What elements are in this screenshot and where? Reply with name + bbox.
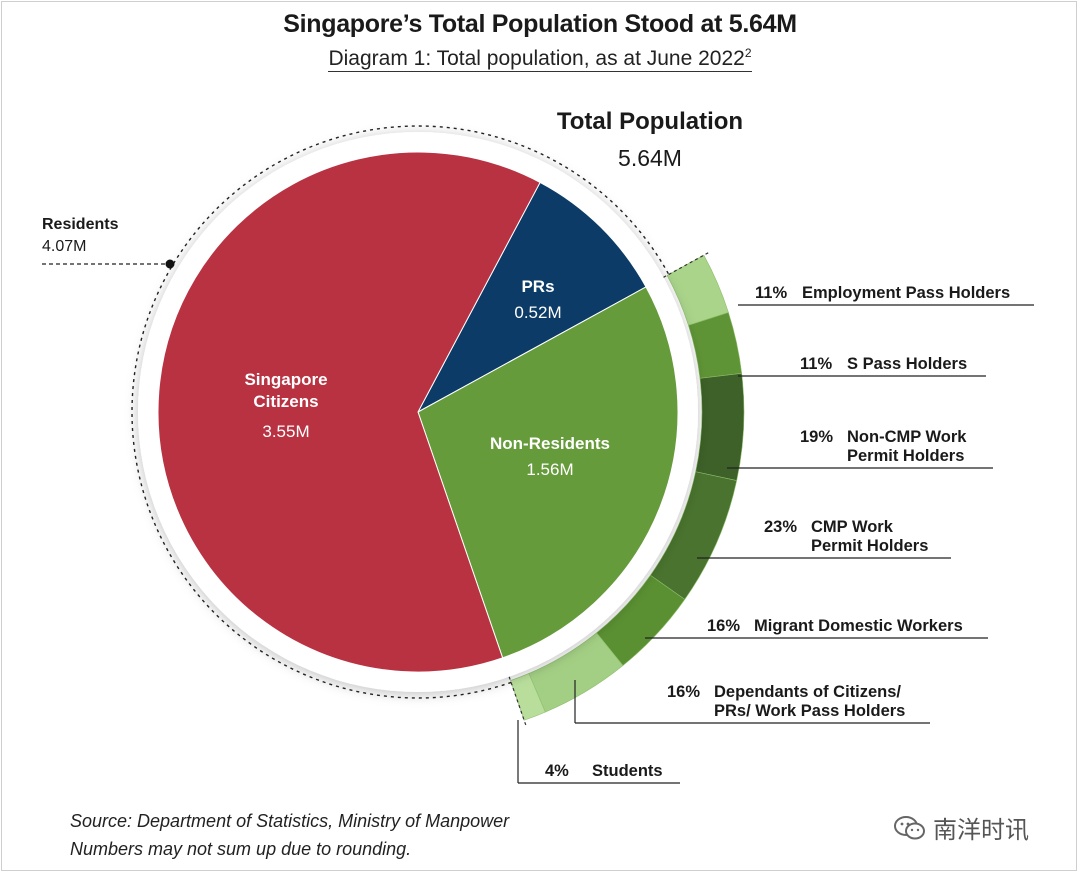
breakdown-pct-students: 4%	[545, 762, 569, 780]
ring-segment-non-cmp-work-permit-holders	[695, 373, 745, 481]
slice-label-non-residents: Non-Residents	[490, 434, 610, 453]
breakdown-label-non-cmp-work-permit-holders-2: Permit Holders	[847, 447, 964, 465]
residents-value: 4.07M	[42, 238, 87, 255]
slice-label-prs: PRs	[521, 277, 554, 296]
ring-boundary-2	[508, 676, 527, 727]
breakdown-pct-employment-pass-holders: 11%	[755, 284, 787, 302]
breakdown-label-migrant-domestic-workers: Migrant Domestic Workers	[754, 617, 963, 635]
rounding-note: Numbers may not sum up due to rounding.	[70, 839, 412, 859]
breakdown-label-dependants-of-citizens-prs-work-pass-holders-1: Dependants of Citizens/	[714, 683, 901, 701]
slice-value-singapore-citizens: 3.55M	[262, 422, 309, 441]
ring-boundary-1	[663, 251, 710, 278]
source-note: Source: Department of Statistics, Minist…	[70, 807, 509, 863]
breakdown-label-students: Students	[592, 762, 663, 780]
watermark-text: 南洋时讯	[933, 817, 1029, 844]
slice-value-non-residents: 1.56M	[526, 460, 573, 479]
slice-label-singapore-citizens-2: Citizens	[253, 392, 318, 411]
footnote-marker: 2	[744, 46, 752, 60]
breakdown-pct-migrant-domestic-workers: 16%	[707, 617, 740, 635]
chart-subtitle: Diagram 1: Total population, as at June …	[328, 46, 752, 72]
breakdown-pct-cmp-work-permit-holders: 23%	[764, 518, 797, 536]
breakdown-pct-s-pass-holders: 11%	[800, 355, 832, 373]
watermark: 南洋时讯	[893, 810, 1029, 845]
residents-label: Residents	[42, 216, 119, 233]
source-text: Source: Department of Statistics, Minist…	[70, 811, 510, 831]
residents-marker	[165, 259, 175, 269]
breakdown-pct-dependants-of-citizens-prs-work-pass-holders: 16%	[667, 683, 700, 701]
total-population-value: 5.64M	[618, 145, 682, 171]
breakdown-label-s-pass-holders: S Pass Holders	[847, 355, 967, 373]
breakdown-pct-non-cmp-work-permit-holders: 19%	[800, 428, 833, 446]
wechat-icon	[894, 815, 925, 839]
breakdown-label-dependants-of-citizens-prs-work-pass-holders-2: PRs/ Work Pass Holders	[714, 702, 905, 720]
breakdown-label-non-cmp-work-permit-holders-1: Non-CMP Work	[847, 428, 967, 446]
breakdown-label-employment-pass-holders: Employment Pass Holders	[802, 284, 1010, 302]
pie-slice-non-residents	[417, 286, 679, 659]
slice-label-singapore-citizens-1: Singapore	[244, 370, 327, 389]
total-population-label: Total Population	[556, 108, 744, 135]
ring-segment-students	[510, 673, 546, 721]
breakdown-label-cmp-work-permit-holders-2: Permit Holders	[811, 537, 928, 555]
breakdown-label-cmp-work-permit-holders-1: CMP Work	[811, 518, 894, 536]
pie-slice-prs	[416, 181, 647, 414]
slice-value-prs: 0.52M	[514, 303, 561, 322]
chart-title: Singapore’s Total Population Stood at 5.…	[283, 10, 797, 38]
pie-slice-singapore-citizens	[157, 151, 541, 673]
